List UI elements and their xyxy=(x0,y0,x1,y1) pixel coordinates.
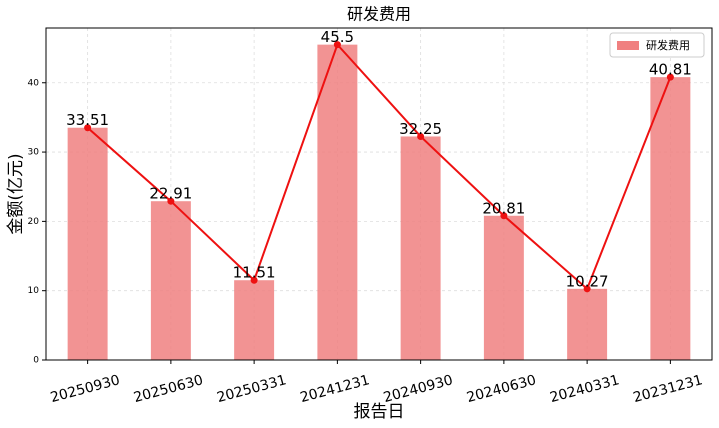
line-point xyxy=(250,276,258,284)
x-tick-label: 20250331 xyxy=(215,372,288,406)
bar xyxy=(317,44,358,361)
bar xyxy=(483,215,524,360)
y-axis-label: 金额(亿元) xyxy=(6,153,26,234)
line-point xyxy=(167,197,175,205)
y-tick-label: 20 xyxy=(28,217,40,227)
plot-frame xyxy=(45,27,713,361)
line-point xyxy=(583,285,591,293)
x-tick-label: 20240630 xyxy=(465,372,538,406)
x-tick-label: 20231231 xyxy=(631,372,704,406)
data-label: 11.51 xyxy=(233,264,276,282)
chart-title: 研发费用 xyxy=(347,5,411,24)
data-label: 32.25 xyxy=(399,120,442,138)
y-tick-label: 40 xyxy=(28,78,40,88)
line-point xyxy=(666,73,674,81)
bar xyxy=(150,201,191,360)
data-label: 45.5 xyxy=(321,28,354,46)
line-point xyxy=(417,132,425,140)
y-tick-label: 30 xyxy=(28,148,40,158)
data-label: 22.91 xyxy=(149,185,192,203)
x-tick-label: 20250930 xyxy=(49,372,122,406)
line-point xyxy=(333,41,341,49)
data-label: 10.27 xyxy=(566,272,609,290)
legend-box xyxy=(609,32,705,58)
x-tick-label: 20240930 xyxy=(382,372,455,406)
trend-line xyxy=(86,42,672,291)
bar xyxy=(234,280,275,360)
x-tick-label: 20250630 xyxy=(132,372,205,406)
data-label: 20.81 xyxy=(482,199,525,217)
legend-swatch xyxy=(617,41,639,50)
line-point xyxy=(500,212,508,220)
x-tick-label: 20240331 xyxy=(548,372,621,406)
bar xyxy=(650,77,691,361)
y-tick-label: 10 xyxy=(28,286,40,296)
x-axis-label: 报告日 xyxy=(354,402,405,422)
bar xyxy=(567,288,608,360)
data-label: 33.51 xyxy=(66,111,109,129)
data-label: 40.81 xyxy=(649,61,692,79)
legend-label: 研发费用 xyxy=(646,38,690,52)
y-tick-label: 0 xyxy=(33,356,39,366)
bar xyxy=(67,127,108,361)
bar xyxy=(400,136,441,360)
line-point xyxy=(84,124,92,132)
